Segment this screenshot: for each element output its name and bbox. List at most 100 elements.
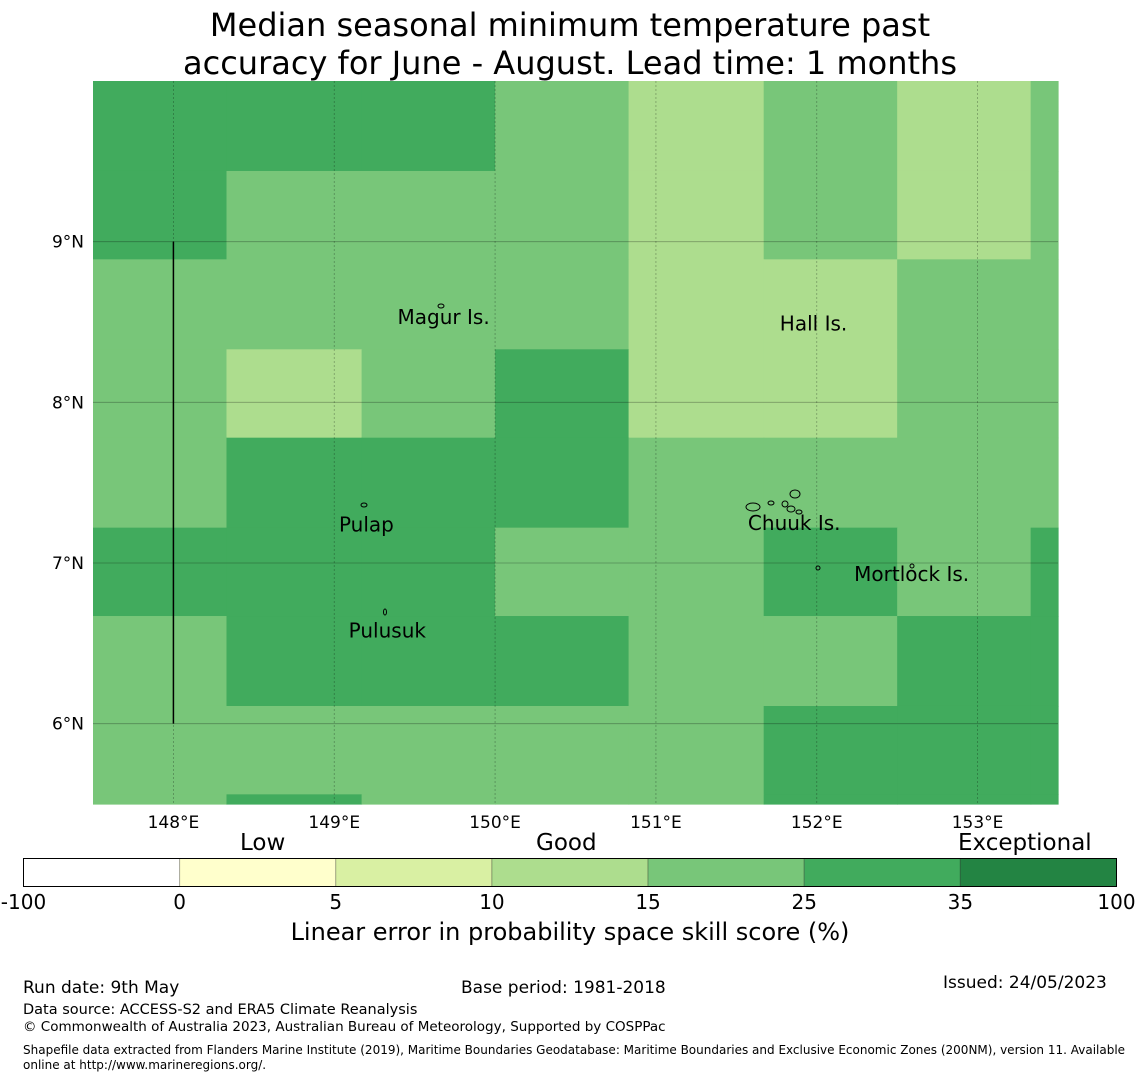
colorbar-swatch bbox=[335, 858, 493, 887]
grid-cell bbox=[763, 705, 898, 795]
colorbar-tick-label: 15 bbox=[635, 890, 661, 914]
grid-cell bbox=[226, 349, 363, 439]
legend-category-low: Low bbox=[240, 830, 286, 856]
base-period: Base period: 1981-2018 bbox=[461, 978, 666, 998]
colorbar bbox=[23, 858, 1117, 887]
grid-cell bbox=[628, 794, 765, 805]
colorbar-tick-label: 25 bbox=[791, 890, 817, 914]
issued-date: Issued: 24/05/2023 bbox=[943, 973, 1107, 993]
colorbar-swatch bbox=[23, 858, 181, 887]
colorbar-frame bbox=[23, 858, 1117, 887]
colorbar-swatch bbox=[179, 858, 337, 887]
colorbar-tick-label: 10 bbox=[479, 890, 505, 914]
grid-cell bbox=[897, 349, 1032, 439]
lon-tick-label: 153°E bbox=[952, 813, 1004, 833]
grid-cell bbox=[361, 81, 496, 172]
grid-cell bbox=[361, 705, 496, 795]
grid-cell bbox=[897, 705, 1032, 795]
grid-cell bbox=[361, 259, 496, 350]
grid-cell bbox=[763, 259, 898, 350]
island-outline bbox=[909, 563, 915, 569]
grid-cell bbox=[1030, 170, 1059, 260]
grid-cell bbox=[897, 527, 1032, 617]
grid-cell bbox=[495, 170, 630, 260]
colorbar-tick-label: 5 bbox=[329, 890, 343, 914]
shapefile-credit-line-1: Shapefile data extracted from Flanders M… bbox=[23, 1043, 1126, 1057]
grid-cell bbox=[226, 527, 363, 617]
grid-cell bbox=[897, 616, 1032, 707]
grid-cell bbox=[361, 349, 496, 439]
graticule bbox=[93, 81, 1058, 804]
grid-cell bbox=[495, 705, 630, 795]
grid-cell bbox=[1030, 81, 1059, 172]
grid-cell bbox=[628, 349, 765, 439]
colorbar-swatch bbox=[647, 858, 805, 887]
grid-cell bbox=[1030, 437, 1059, 529]
grid-cell bbox=[1030, 527, 1059, 617]
grid-cell bbox=[93, 81, 228, 172]
grid-cell bbox=[226, 437, 363, 529]
copyright: © Commonwealth of Australia 2023, Austra… bbox=[23, 1019, 666, 1035]
grid-cell bbox=[763, 437, 898, 529]
grid-cell bbox=[495, 527, 630, 617]
colorbar-swatch bbox=[959, 858, 1117, 887]
legend-category-exceptional: Exceptional bbox=[958, 830, 1092, 856]
grid-cell bbox=[361, 527, 496, 617]
grid-cell bbox=[93, 616, 228, 707]
place-label: Chuuk Is. bbox=[748, 511, 841, 535]
grid-cell bbox=[628, 81, 765, 172]
chart-title: Median seasonal minimum temperature past… bbox=[0, 6, 1140, 82]
island-outline bbox=[815, 565, 821, 571]
island-outline bbox=[360, 502, 368, 508]
place-label: Pulusuk bbox=[349, 618, 427, 642]
grid-cell bbox=[226, 616, 363, 707]
grid-cell bbox=[628, 437, 765, 529]
title-line-1: Median seasonal minimum temperature past bbox=[209, 6, 931, 44]
grid-cell bbox=[495, 259, 630, 350]
grid-cell bbox=[495, 81, 630, 172]
grid-cell bbox=[361, 170, 496, 260]
island-outline bbox=[786, 505, 796, 513]
place-label: Magur Is. bbox=[398, 305, 490, 329]
grid-cell bbox=[495, 349, 630, 439]
lat-tick-label: 9°N bbox=[52, 233, 84, 253]
lat-tick-label: 7°N bbox=[52, 554, 84, 574]
grid-cell bbox=[763, 170, 898, 260]
grid-cell bbox=[763, 527, 898, 617]
island-outline bbox=[795, 509, 803, 515]
grid-cell bbox=[628, 170, 765, 260]
island-outline bbox=[781, 500, 789, 508]
place-labels: Magur Is. Hall Is. Pulap Chuuk Is. Mortlock … bbox=[339, 305, 969, 642]
grid-cell bbox=[93, 705, 228, 795]
grid-cells bbox=[93, 81, 1059, 805]
island-outline bbox=[767, 500, 775, 506]
grid-cell bbox=[763, 81, 898, 172]
lon-tick-label: 149°E bbox=[308, 813, 360, 833]
place-label: Pulap bbox=[339, 512, 394, 536]
grid-cell bbox=[897, 81, 1032, 172]
grid-cell bbox=[93, 794, 228, 805]
colorbar-tick-label: 100 bbox=[1097, 890, 1136, 914]
lat-tick-label: 6°N bbox=[52, 715, 84, 735]
grid-cell bbox=[93, 259, 228, 350]
grid-cell bbox=[897, 170, 1032, 260]
axis-tick-labels: 148°E 149°E 150°E 151°E 152°E 153°E 6°N 7°N 8°N 9… bbox=[52, 233, 1003, 833]
data-source: Data source: ACCESS-S2 and ERA5 Climate … bbox=[23, 1002, 418, 1018]
lat-tick-label: 8°N bbox=[52, 393, 84, 413]
colorbar-swatch bbox=[491, 858, 649, 887]
shapefile-credit-line-2: online at http://www.marineregions.org/. bbox=[23, 1058, 267, 1072]
island-outlines bbox=[360, 303, 915, 616]
lon-tick-label: 148°E bbox=[148, 813, 200, 833]
run-date: Run date: 9th May bbox=[23, 978, 180, 998]
grid-cell bbox=[226, 705, 363, 795]
grid-cell bbox=[897, 437, 1032, 529]
island-outline bbox=[789, 489, 801, 499]
grid-cell bbox=[93, 349, 228, 439]
grid-cell bbox=[93, 437, 228, 529]
grid-cell bbox=[361, 616, 496, 707]
grid-cell bbox=[495, 437, 630, 529]
grid-cell bbox=[226, 81, 363, 172]
title-line-2: accuracy for June - August. Lead time: 1… bbox=[183, 44, 957, 82]
grid-cell bbox=[226, 170, 363, 260]
grid-cell bbox=[897, 794, 1032, 805]
